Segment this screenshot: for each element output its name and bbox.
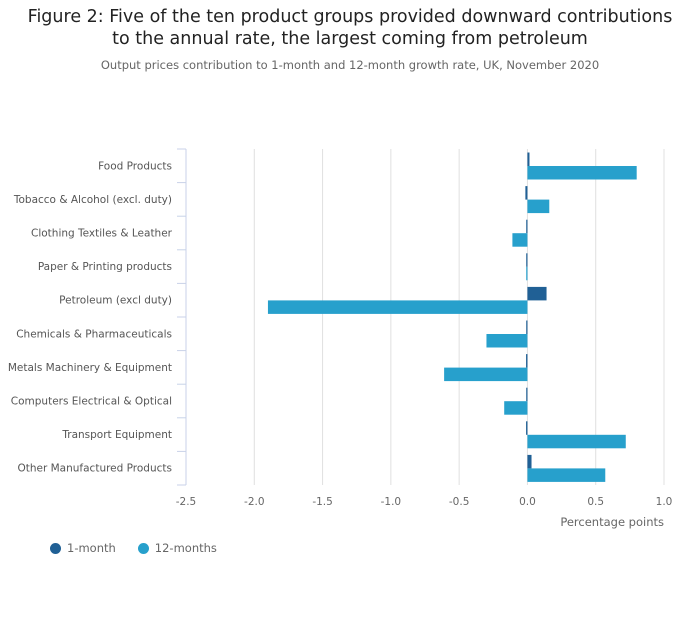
x-tick-label: -1.0 [381, 496, 402, 508]
category-label: Paper & Printing products [38, 261, 172, 273]
category-label: Metals Machinery & Equipment [8, 362, 172, 374]
legend-label-1-month: 1-month [67, 541, 116, 555]
x-tick-label: 0.0 [519, 496, 536, 508]
x-axis-tick-labels: -2.5 -2.0 -1.5 -1.0 -0.5 0.0 0.5 1.0 [176, 496, 673, 508]
category-label: Chemicals & Pharmaceuticals [16, 328, 172, 340]
x-tick-label: -2.0 [244, 496, 265, 508]
bar-12-months[interactable] [486, 334, 528, 348]
category-label: Clothing Textiles & Leather [31, 228, 173, 240]
y-axis-category-labels: Food Products Tobacco & Alcohol (excl. du… [8, 160, 173, 474]
y-axis [177, 148, 187, 486]
bars [267, 152, 637, 482]
bar-1-month[interactable] [526, 421, 528, 435]
bar-1-month[interactable] [526, 219, 528, 234]
chart-title-line-2: to the annual rate, the largest coming f… [112, 29, 588, 49]
legend-item-1-month[interactable]: 1-month [50, 541, 116, 555]
bar-12-months[interactable] [512, 233, 528, 247]
legend-item-12-months[interactable]: 12-months [137, 541, 217, 555]
chart-title-line-1: Figure 2: Five of the ten product groups… [27, 7, 673, 27]
category-label: Petroleum (excl duty) [59, 295, 172, 307]
chart-title: Figure 2: Five of the ten product groups… [0, 6, 700, 50]
category-label: Food Products [98, 160, 172, 172]
bar-1-month[interactable] [527, 286, 547, 301]
bar-1-month[interactable] [525, 186, 528, 200]
bar-12-months[interactable] [527, 199, 550, 214]
bar-1-month[interactable] [526, 387, 528, 402]
bar-12-months[interactable] [444, 367, 528, 382]
bar-1-month[interactable] [526, 354, 528, 368]
bar-1-month[interactable] [526, 253, 528, 267]
x-tick-label: 0.5 [587, 496, 604, 508]
legend: 1-month 12-months [50, 541, 217, 555]
bar-12-months[interactable] [504, 401, 528, 415]
x-axis-title: Percentage points [560, 515, 664, 529]
category-label: Computers Electrical & Optical [11, 396, 172, 408]
legend-label-12-months: 12-months [154, 541, 217, 555]
category-label: Transport Equipment [61, 429, 172, 441]
x-tick-label: -0.5 [449, 496, 470, 508]
bar-12-months[interactable] [527, 434, 626, 449]
x-tick-label: -1.5 [312, 496, 333, 508]
bar-12-months[interactable] [267, 300, 528, 314]
bar-1-month[interactable] [526, 320, 528, 335]
legend-swatch-1-month [50, 542, 61, 554]
bar-1-month[interactable] [527, 152, 530, 167]
category-label: Tobacco & Alcohol (excl. duty) [13, 194, 172, 206]
bar-12-months[interactable] [527, 468, 606, 482]
chart-subtitle: Output prices contribution to 1-month an… [100, 58, 600, 72]
gridlines [253, 149, 665, 485]
legend-swatch-12-months [137, 542, 149, 554]
bar-1-month[interactable] [527, 454, 532, 469]
bar-12-months[interactable] [527, 166, 637, 180]
bar-12-months[interactable] [526, 266, 528, 281]
category-label: Other Manufactured Products [17, 463, 172, 475]
x-tick-label: -2.5 [176, 496, 197, 508]
x-tick-label: 1.0 [656, 496, 673, 508]
